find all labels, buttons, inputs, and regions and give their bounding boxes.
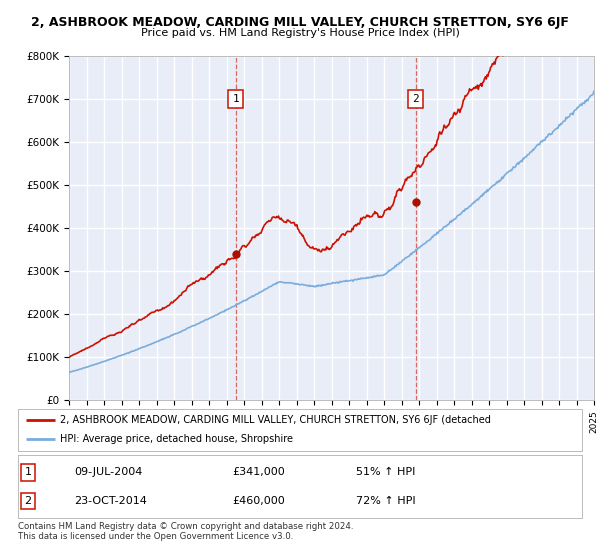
Text: 72% ↑ HPI: 72% ↑ HPI [356,496,416,506]
Text: 1: 1 [232,94,239,104]
Text: £341,000: £341,000 [232,467,285,477]
Text: 23-OCT-2014: 23-OCT-2014 [74,496,147,506]
Text: HPI: Average price, detached house, Shropshire: HPI: Average price, detached house, Shro… [60,435,293,445]
Text: £460,000: £460,000 [232,496,285,506]
Text: 1: 1 [25,467,32,477]
Text: 2, ASHBROOK MEADOW, CARDING MILL VALLEY, CHURCH STRETTON, SY6 6JF (detached: 2, ASHBROOK MEADOW, CARDING MILL VALLEY,… [60,415,491,425]
Text: 2, ASHBROOK MEADOW, CARDING MILL VALLEY, CHURCH STRETTON, SY6 6JF: 2, ASHBROOK MEADOW, CARDING MILL VALLEY,… [31,16,569,29]
Text: Price paid vs. HM Land Registry's House Price Index (HPI): Price paid vs. HM Land Registry's House … [140,28,460,38]
Text: 51% ↑ HPI: 51% ↑ HPI [356,467,416,477]
Text: 2: 2 [412,94,419,104]
Text: 09-JUL-2004: 09-JUL-2004 [74,467,143,477]
Text: 2: 2 [25,496,32,506]
Text: Contains HM Land Registry data © Crown copyright and database right 2024.
This d: Contains HM Land Registry data © Crown c… [18,522,353,542]
